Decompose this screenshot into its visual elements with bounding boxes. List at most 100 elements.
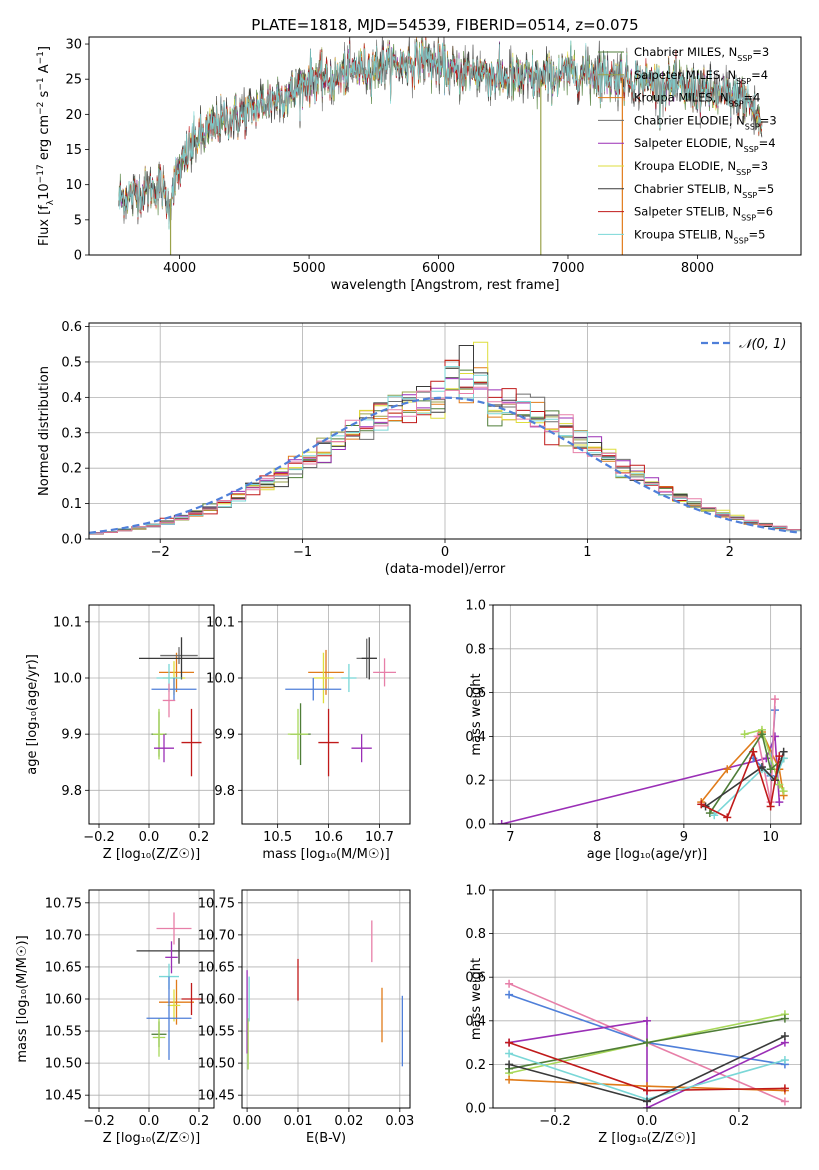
series-marker (723, 813, 732, 822)
x-tick-label: 0.0 (637, 1114, 658, 1129)
y-tick-label: 10.50 (198, 1057, 235, 1072)
y-tick-label: 0.0 (465, 818, 486, 833)
x-axis-label: Z [log₁₀(Z/Z☉)] (598, 1131, 695, 1146)
series-marker (643, 1086, 651, 1095)
x-tick-label: 1 (583, 545, 591, 560)
error-bar (373, 658, 396, 687)
y-tick-label: 0.4 (465, 1014, 486, 1029)
y-tick-label: 1.0 (465, 599, 486, 614)
series-marker (705, 809, 714, 818)
y-tick-label: 9.8 (214, 784, 235, 799)
legend-name: Salpeter STELIB, N (634, 205, 741, 219)
legend-suffix: =3 (760, 113, 777, 127)
y-tick-label: 0.2 (61, 462, 82, 477)
error-bar (308, 649, 344, 695)
y-tick-label: 0.2 (465, 774, 486, 789)
y-tick-label: 9.9 (61, 728, 82, 743)
error-bar (136, 938, 214, 964)
y-tick-label: 10.0 (53, 672, 82, 687)
legend-name: Kroupa MILES, N (634, 91, 729, 105)
y-tick-label: 0.1 (61, 497, 82, 512)
error-bar (154, 734, 174, 763)
y-tick-label: 9.8 (61, 784, 82, 799)
panel-residuals: −2 −1 0 1 2 0.0 0.1 0.2 0.3 0.4 0.5 0.6 (data-model)… (37, 320, 802, 577)
y-tick-label: 10.0 (206, 672, 235, 687)
x-tick-label: 7000 (551, 261, 584, 276)
panel-age-vs-z: −0.2 0.0 0.2 9.8 9.9 10.0 10.1 Z [log₁₀(Z/Z☉)] a… (25, 604, 215, 862)
series-marker (780, 1032, 789, 1041)
legend-sub: SSP (737, 54, 752, 63)
y-tick-label: 0.6 (465, 686, 486, 701)
x-tick-label: 5000 (293, 261, 326, 276)
y-tick-label: 0.4 (61, 391, 82, 406)
y-tick-label: 10.75 (45, 896, 82, 911)
y-axis-label: Normed distribution (37, 366, 52, 496)
y-axis-label-part: 10 (37, 183, 52, 200)
series-marker (710, 811, 719, 820)
error-bar (318, 708, 339, 777)
series-marker (643, 1016, 651, 1025)
y-tick-label: 10.50 (45, 1057, 82, 1072)
plot-area (497, 695, 788, 824)
series-marker (779, 747, 788, 756)
plot-area (505, 979, 789, 1108)
axes-frame (88, 36, 802, 256)
legend-label: Kroupa STELIB, NSSP=5 (634, 227, 765, 245)
legend-sub: SSP (734, 236, 749, 245)
y-tick-label: 10.65 (198, 960, 235, 975)
error-bar (167, 989, 181, 1022)
legend-suffix: =5 (749, 227, 766, 241)
x-tick-label: 10.7 (365, 830, 394, 845)
x-tick-label: 8000 (681, 261, 714, 276)
error-bar (287, 708, 309, 760)
error-bar (162, 683, 176, 718)
legend-suffix: =3 (752, 45, 769, 59)
y-axis-label-part: A (37, 64, 52, 77)
y-axis-label: mass weight (469, 958, 484, 1040)
y-tick-label: 10.45 (45, 1089, 82, 1104)
series-marker (779, 787, 788, 796)
spectrum-line (118, 40, 763, 230)
y-tick-label: 5 (74, 213, 82, 228)
error-bar (152, 708, 166, 760)
series-marker (766, 765, 775, 774)
legend-sub: SSP (736, 76, 751, 85)
series-marker (505, 990, 514, 999)
legend-label: Kroupa ELODIE, NSSP=3 (634, 159, 768, 177)
legend-label: Salpeter STELIB, NSSP=6 (634, 205, 773, 223)
x-tick-label: 8 (593, 830, 601, 845)
x-tick-label: 0.0 (139, 1114, 160, 1129)
y-tick-label: 1.0 (465, 884, 486, 899)
y-axis-label: mass [log₁₀(M/M☉)] (15, 935, 30, 1062)
x-tick-label: 0.01 (284, 1114, 313, 1129)
legend-label: Chabrier MILES, NSSP=3 (634, 45, 769, 63)
x-tick-label: 0.2 (729, 1114, 750, 1129)
plot-area (246, 920, 404, 1070)
series-marker (775, 798, 784, 807)
panel-mass-vs-z: −0.2 0.0 0.2 10.45 10.50 10.55 10.60 10.65 10.70… (15, 889, 215, 1146)
legend-sub: SSP (745, 122, 760, 131)
x-axis-label: E(B-V) (306, 1131, 346, 1146)
y-tick-label: 0.6 (465, 971, 486, 986)
y-tick-label: 10.55 (198, 1025, 235, 1040)
x-tick-label: 10 (762, 830, 779, 845)
series-marker (766, 802, 775, 811)
y-axis-label-part: ] (37, 46, 52, 51)
y-tick-label: 10.70 (45, 928, 82, 943)
legend-sub: SSP (729, 99, 744, 108)
legend-suffix: =6 (756, 205, 773, 219)
x-axis-label: Z [log₁₀(Z/Z☉)] (103, 1131, 200, 1146)
panels: 4000 5000 6000 7000 8000051015202530waveleng… (15, 36, 802, 1146)
error-bar (159, 979, 194, 1025)
series-marker (762, 754, 771, 763)
y-tick-label: 0.8 (465, 642, 486, 657)
legend-label: Chabrier STELIB, NSSP=5 (634, 182, 774, 200)
y-axis-label-part: −17 (36, 164, 46, 183)
series-marker (697, 800, 706, 809)
legend-suffix: =3 (751, 159, 768, 173)
legend-name: Chabrier STELIB, N (634, 182, 742, 196)
legend-name: Salpeter ELODIE, N (634, 136, 744, 150)
y-tick-label: 10.1 (206, 615, 235, 630)
axes-frame (492, 604, 802, 825)
y-tick-label: 0.3 (61, 426, 82, 441)
